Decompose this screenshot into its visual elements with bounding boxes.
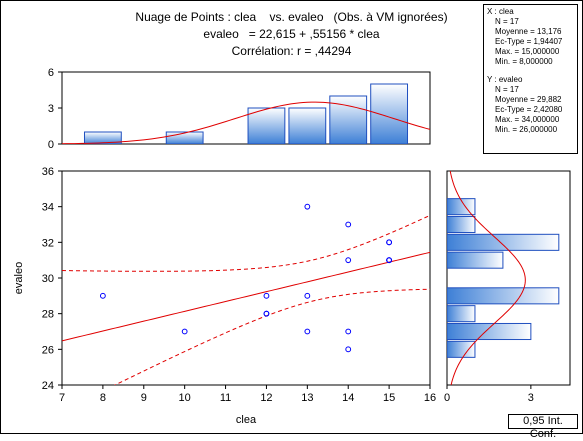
right-histogram-bar bbox=[447, 340, 476, 358]
top-histogram-y-tick-label: 0 bbox=[48, 139, 54, 151]
scatter-point bbox=[345, 257, 352, 264]
x-tick-label: 7 bbox=[59, 392, 65, 404]
scatter-point bbox=[263, 310, 270, 317]
x-stats-header: X : clea bbox=[487, 7, 514, 16]
y-tick-label: 32 bbox=[42, 237, 54, 249]
right-histogram-x-tick-label: 0 bbox=[444, 392, 450, 404]
scatter-plot-area bbox=[61, 170, 431, 386]
confidence-band-lower bbox=[113, 288, 430, 385]
right-histogram-x-tick-label: 3 bbox=[528, 392, 534, 404]
right-histogram-bar bbox=[447, 305, 476, 323]
x-stat-max: Max. = 15,000000 bbox=[495, 47, 560, 56]
confidence-interval-label: 0,95 Int. Conf. bbox=[508, 414, 578, 440]
x-axis-label: clea bbox=[236, 414, 257, 426]
x-tick-label: 14 bbox=[342, 392, 354, 404]
y-tick-label: 36 bbox=[42, 166, 54, 178]
y-stat-sd: Ec-Type = 2,42080 bbox=[495, 105, 563, 114]
right-histogram-bar bbox=[447, 198, 476, 216]
y-tick-label: 28 bbox=[42, 309, 54, 321]
y-stats-header: Y : evaleo bbox=[487, 75, 523, 84]
x-tick-label: 16 bbox=[424, 392, 436, 404]
scatter-point bbox=[386, 257, 393, 264]
y-tick-label: 26 bbox=[42, 344, 54, 356]
right-histogram-normal-curve bbox=[449, 171, 526, 385]
top-histogram-bar bbox=[83, 131, 122, 144]
top-histogram-y-tick-label: 6 bbox=[48, 67, 54, 79]
y-tick-label: 24 bbox=[42, 380, 54, 392]
scatter-point bbox=[304, 292, 311, 299]
y-axis-label: evaleo bbox=[13, 262, 25, 294]
y-stat-min: Min. = 26,000000 bbox=[495, 125, 558, 134]
confidence-band-upper bbox=[62, 214, 430, 272]
scatter-point bbox=[181, 328, 188, 335]
y-stat-mean: Moyenne = 29,882 bbox=[495, 95, 562, 104]
scatter-point bbox=[345, 346, 352, 353]
scatter-point bbox=[99, 292, 106, 299]
scatter-plot-content bbox=[62, 203, 430, 385]
y-tick-label: 34 bbox=[42, 202, 54, 214]
top-histogram-bar bbox=[165, 131, 204, 144]
x-tick-label: 11 bbox=[220, 392, 231, 404]
right-histogram-bar bbox=[447, 251, 504, 269]
y-tick-label: 30 bbox=[42, 273, 54, 285]
scatter-point bbox=[304, 203, 311, 210]
right-histogram-bar bbox=[447, 215, 476, 234]
x-tick-label: 12 bbox=[260, 392, 272, 404]
correlation-label: Corrélation: r = ,44294 bbox=[231, 44, 352, 58]
top-histogram-normal-curve bbox=[62, 101, 430, 144]
chart-title: Nuage de Points : clea vs. evaleo (Obs. … bbox=[135, 10, 448, 24]
x-tick-label: 15 bbox=[383, 392, 395, 404]
x-stat-n: N = 17 bbox=[495, 17, 519, 26]
x-tick-label: 9 bbox=[141, 392, 147, 404]
top-histogram-bar bbox=[288, 107, 327, 144]
right-histogram-bar bbox=[447, 233, 560, 251]
scatter-point bbox=[386, 239, 393, 246]
right-histogram-bar bbox=[447, 322, 532, 341]
x-tick-label: 13 bbox=[301, 392, 313, 404]
right-histogram-bar bbox=[447, 287, 560, 305]
top-histogram-area bbox=[61, 71, 431, 145]
x-stat-mean: Moyenne = 13,176 bbox=[495, 27, 562, 36]
x-stat-min: Min. = 8,000000 bbox=[495, 57, 553, 66]
scatter-point bbox=[263, 292, 270, 299]
x-tick-label: 10 bbox=[179, 392, 191, 404]
y-stat-n: N = 17 bbox=[495, 85, 519, 94]
scatter-point bbox=[345, 221, 352, 228]
right-histogram-content bbox=[447, 171, 560, 385]
y-stat-max: Max. = 34,000000 bbox=[495, 115, 560, 124]
top-histogram-bar bbox=[247, 107, 286, 144]
regression-line bbox=[62, 251, 430, 342]
regression-equation: evaleo = 22,615 + ,55156 * clea bbox=[203, 27, 380, 41]
scatter-point bbox=[345, 328, 352, 335]
statistics-box: X : clea N = 17 Moyenne = 13,176 Ec-Type… bbox=[483, 4, 578, 154]
x-stat-sd: Ec-Type = 1,94407 bbox=[495, 37, 563, 46]
top-histogram-bar bbox=[370, 83, 409, 144]
top-histogram-y-tick-label: 3 bbox=[48, 103, 54, 115]
scatter-point bbox=[304, 328, 311, 335]
top-histogram-content bbox=[62, 83, 430, 144]
x-tick-label: 8 bbox=[100, 392, 106, 404]
